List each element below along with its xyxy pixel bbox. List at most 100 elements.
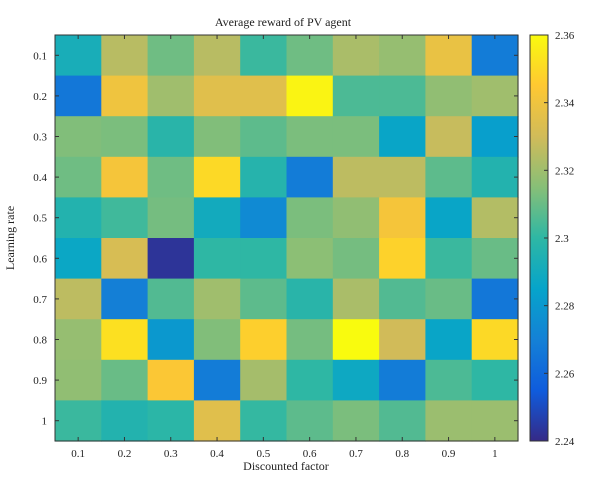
heatmap-cell xyxy=(286,197,334,239)
x-tick-label: 0.9 xyxy=(442,448,456,460)
heatmap-cell xyxy=(240,359,288,401)
colorbar-ticks: 2.24 2.26 2.28 2.3 2.32 2.34 2.36 xyxy=(544,30,575,448)
x-axis-label: Discounted factor xyxy=(243,459,329,473)
y-tick-label: 0.2 xyxy=(33,91,47,103)
heatmap-cell xyxy=(193,35,241,77)
heatmap-cell xyxy=(471,400,519,442)
colorbar-tick-label: 2.28 xyxy=(555,301,575,313)
heatmap-cell xyxy=(240,400,288,442)
x-tick-label: 0.3 xyxy=(164,448,178,460)
heatmap-cell xyxy=(55,278,102,320)
y-tick-label: 0.6 xyxy=(33,253,47,265)
heatmap-cell xyxy=(147,156,195,198)
y-tick-label: 1 xyxy=(42,416,48,428)
colorbar-tick-label: 2.3 xyxy=(555,233,569,245)
heatmap-cell xyxy=(193,319,241,361)
heatmap-cell xyxy=(193,75,241,117)
heatmap-cell xyxy=(101,116,149,158)
heatmap-cell xyxy=(55,197,102,239)
colorbar-tick-label: 2.24 xyxy=(555,436,575,448)
heatmap-cell xyxy=(193,197,241,239)
x-axis-ticks: 0.1 0.2 0.3 0.4 0.5 0.6 0.7 0.8 0.9 1 xyxy=(71,35,498,460)
heatmap-cell xyxy=(425,35,473,77)
heatmap-cell xyxy=(471,319,519,361)
heatmap-cell xyxy=(147,197,195,239)
heatmap-cell xyxy=(55,238,102,280)
heatmap-cell xyxy=(101,197,149,239)
heatmap-cell xyxy=(379,197,426,239)
heatmap-cell xyxy=(101,238,149,280)
x-tick-label: 0.8 xyxy=(395,448,409,460)
heatmap-cell xyxy=(240,116,288,158)
y-tick-label: 0.5 xyxy=(33,213,47,225)
heatmap-cell xyxy=(240,35,288,77)
heatmap-cell xyxy=(147,359,195,401)
heatmap-cell xyxy=(471,359,519,401)
heatmap-cell xyxy=(379,359,426,401)
heatmap-cell xyxy=(332,359,380,401)
heatmap-cell xyxy=(286,278,334,320)
y-tick-label: 0.8 xyxy=(33,335,47,347)
y-tick-label: 0.7 xyxy=(33,294,47,306)
y-axis-label: Learning rate xyxy=(3,206,17,270)
heatmap-cell xyxy=(332,75,380,117)
y-tick-label: 0.4 xyxy=(33,172,47,184)
heatmap-cell xyxy=(332,156,380,198)
heatmap-cell xyxy=(425,156,473,198)
heatmap-cell xyxy=(193,278,241,320)
heatmap-cell xyxy=(101,75,149,117)
heatmap-cell xyxy=(240,75,288,117)
heatmap-cell xyxy=(425,359,473,401)
heatmap-cell xyxy=(332,116,380,158)
heatmap-cell xyxy=(286,238,334,280)
heatmap-cell xyxy=(55,75,102,117)
heatmap-cell xyxy=(286,156,334,198)
heatmap-cell xyxy=(193,116,241,158)
heatmap-cell xyxy=(425,400,473,442)
heatmap-cell xyxy=(379,35,426,77)
heatmap-cell xyxy=(332,238,380,280)
heatmap-cell xyxy=(332,35,380,77)
heatmap-cell xyxy=(286,319,334,361)
heatmap-cell xyxy=(286,116,334,158)
x-tick-label: 0.4 xyxy=(210,448,224,460)
heatmap-cell xyxy=(286,75,334,117)
heatmap-cell xyxy=(425,319,473,361)
heatmap-cell xyxy=(55,156,102,198)
colorbar-tick-label: 2.26 xyxy=(555,368,575,380)
heatmap-cell xyxy=(379,400,426,442)
heatmap-cell xyxy=(240,238,288,280)
heatmap-cell xyxy=(193,156,241,198)
y-axis-ticks: 0.1 0.2 0.3 0.4 0.5 0.6 0.7 0.8 0.9 1 xyxy=(33,50,518,428)
heatmap-cell xyxy=(471,238,519,280)
heatmap-cell xyxy=(286,359,334,401)
heatmap-cell xyxy=(101,359,149,401)
heatmap-cell xyxy=(240,197,288,239)
heatmap-cell xyxy=(101,278,149,320)
x-tick-label: 0.1 xyxy=(71,448,85,460)
heatmap-cell xyxy=(471,197,519,239)
heatmap-cell xyxy=(425,75,473,117)
heatmap-cell xyxy=(147,116,195,158)
x-tick-label: 1 xyxy=(492,448,498,460)
y-tick-label: 0.9 xyxy=(33,375,47,387)
heatmap-cell xyxy=(425,238,473,280)
colorbar-tick-label: 2.32 xyxy=(555,165,574,177)
heatmap-cell xyxy=(147,319,195,361)
x-tick-label: 0.5 xyxy=(256,448,270,460)
heatmap-cell xyxy=(379,75,426,117)
heatmap-cell xyxy=(55,35,102,77)
plot-frame xyxy=(54,34,519,442)
heatmap-cell xyxy=(147,278,195,320)
heatmap-cell xyxy=(332,319,380,361)
heatmap-cell xyxy=(379,278,426,320)
heatmap-cell xyxy=(147,238,195,280)
heatmap-cell xyxy=(147,400,195,442)
heatmap-cell xyxy=(379,319,426,361)
heatmap-cell xyxy=(425,116,473,158)
heatmap-cell xyxy=(332,278,380,320)
x-tick-label: 0.2 xyxy=(118,448,132,460)
heatmap-cell xyxy=(240,319,288,361)
heatmap-cell xyxy=(471,35,519,77)
